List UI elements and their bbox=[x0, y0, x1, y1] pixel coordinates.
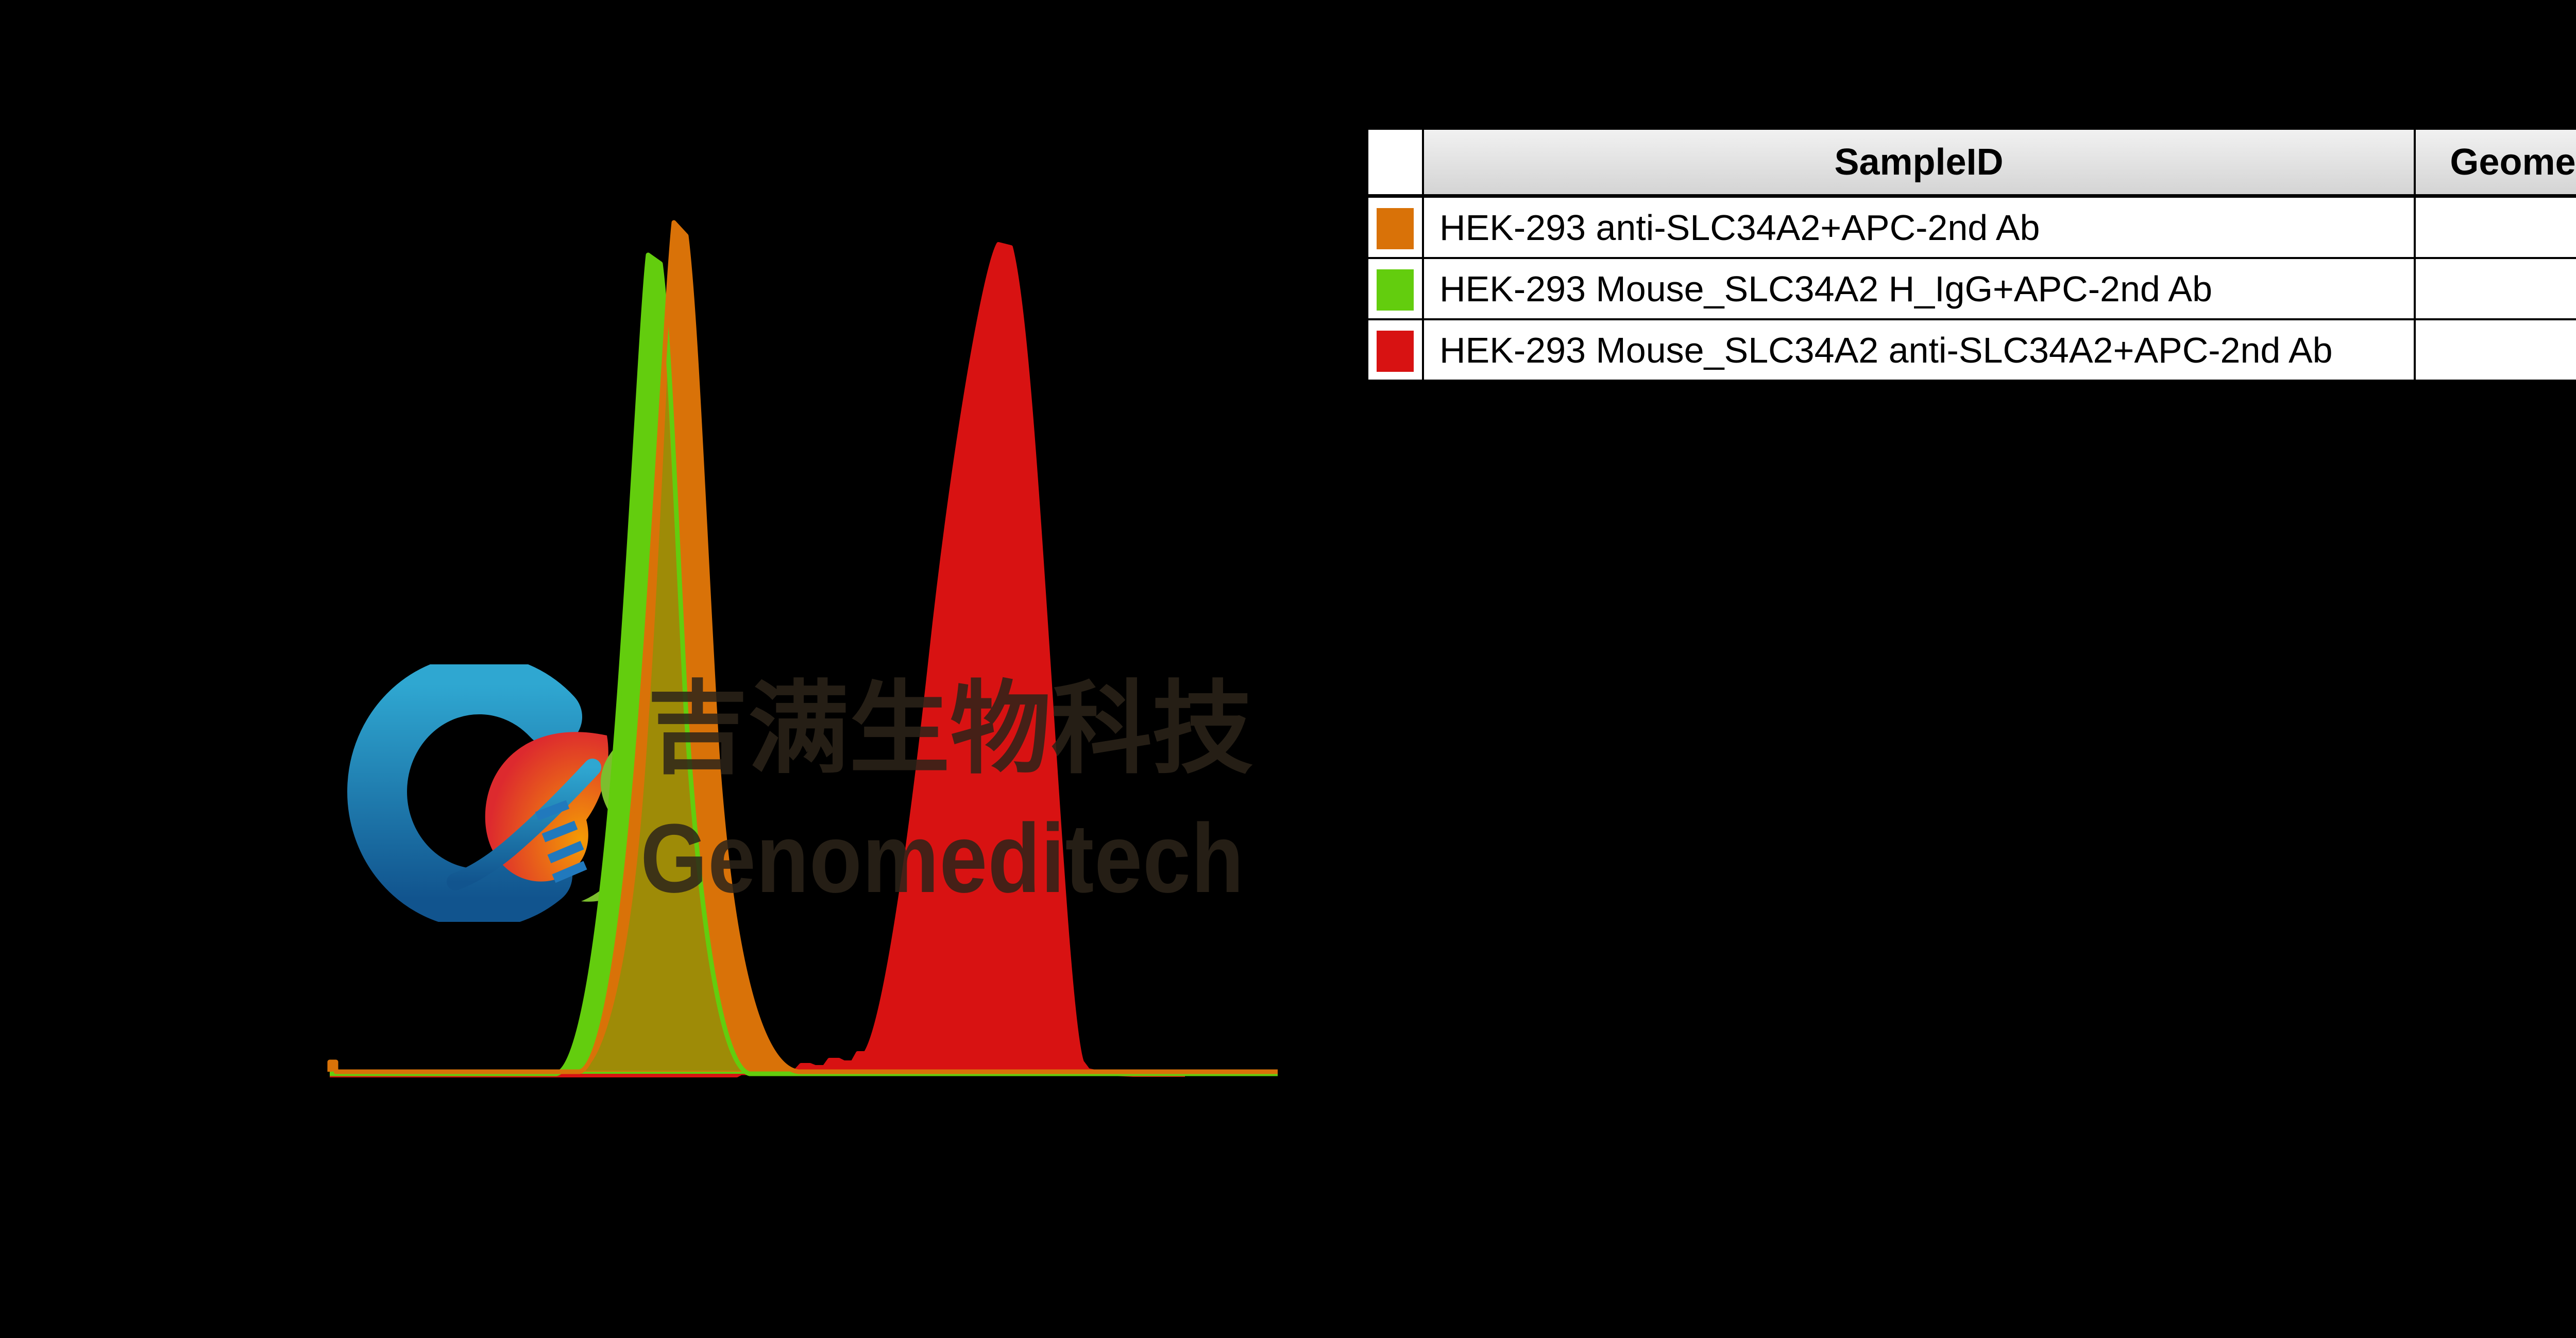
orange-series-swatch bbox=[1377, 208, 1414, 250]
series-swatch-cell bbox=[1366, 257, 1424, 320]
geometric-mean-cell: 13647 bbox=[2414, 318, 2576, 382]
histogram-overlap-region bbox=[581, 373, 748, 1071]
table-row: HEK-293 Mouse_SLC34A2 anti-SLC34A2+APC-2… bbox=[1366, 318, 2576, 382]
sample-id-cell: HEK-293 Mouse_SLC34A2 H_IgG+APC-2nd Ab bbox=[1422, 257, 2416, 320]
logo-dna-rungs bbox=[535, 800, 587, 883]
watermark-latin-text: Genomeditech bbox=[640, 804, 1244, 913]
histogram-red-series bbox=[330, 242, 1185, 1077]
table-row: HEK-293 anti-SLC34A2+APC-2nd Ab 152 bbox=[1366, 195, 2576, 259]
histogram-orange-series-outline bbox=[327, 220, 1278, 1074]
column-header-sample-id: SampleID bbox=[1422, 127, 2416, 198]
sample-id-cell: HEK-293 anti-SLC34A2+APC-2nd Ab bbox=[1422, 195, 2416, 259]
results-table: SampleID Geometric Mean : RL1-H HEK-293 … bbox=[1365, 127, 2576, 383]
histogram-green-series-fill bbox=[330, 255, 1278, 1074]
table-row: HEK-293 Mouse_SLC34A2 H_IgG+APC-2nd Ab 1… bbox=[1366, 257, 2576, 320]
flow-cytometry-histogram bbox=[327, 220, 1278, 1077]
series-swatch-cell bbox=[1366, 195, 1424, 259]
histogram-orange-series-fill bbox=[330, 222, 1278, 1072]
red-series-swatch bbox=[1377, 331, 1414, 372]
green-series-swatch bbox=[1377, 269, 1414, 311]
sample-id-cell: HEK-293 Mouse_SLC34A2 anti-SLC34A2+APC-2… bbox=[1422, 318, 2416, 382]
geometric-mean-cell: 152 bbox=[2414, 195, 2576, 259]
geometric-mean-cell: 104 bbox=[2414, 257, 2576, 320]
logo-blue-swirl bbox=[347, 664, 582, 922]
table-corner-cell bbox=[1366, 127, 1424, 198]
series-swatch-cell bbox=[1366, 318, 1424, 382]
histogram-green-series-outline bbox=[330, 252, 1278, 1076]
table-header-row: SampleID Geometric Mean : RL1-H bbox=[1366, 127, 2576, 198]
watermark-chinese-text: 吉满生物科技 bbox=[647, 673, 1253, 785]
logo-dna-strand bbox=[447, 759, 601, 890]
column-header-geometric-mean: Geometric Mean : RL1-H bbox=[2414, 127, 2576, 198]
